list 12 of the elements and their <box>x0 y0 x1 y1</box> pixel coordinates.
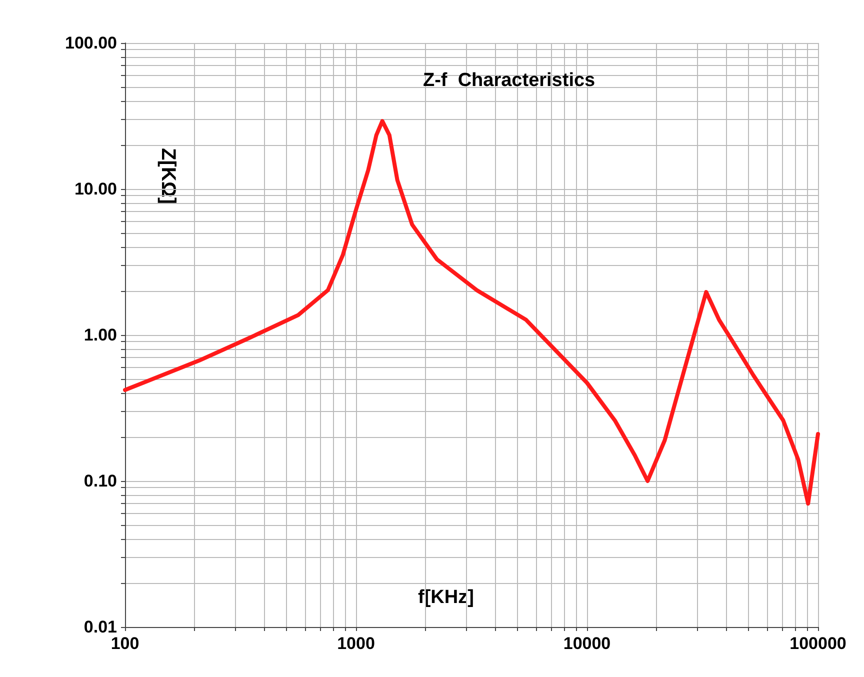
y-axis-title: Z[KΩ] <box>157 148 179 204</box>
x-tick-label: 1000 <box>337 634 375 653</box>
x-axis-title: f[KHz] <box>418 587 474 608</box>
text: Z-f Characteristics <box>423 70 596 91</box>
x-tick-label: 10000 <box>563 634 611 653</box>
y-tick-label: 100.00 <box>65 34 117 52</box>
x-tick-label: 100000 <box>790 634 846 653</box>
x-tick-label: 100 <box>110 634 140 653</box>
y-tick-label: 10.00 <box>74 180 117 198</box>
y-tick-label: 0.01 <box>84 618 117 636</box>
y-tick-label: 1.00 <box>84 326 117 344</box>
y-tick-label: 0.10 <box>84 472 117 490</box>
